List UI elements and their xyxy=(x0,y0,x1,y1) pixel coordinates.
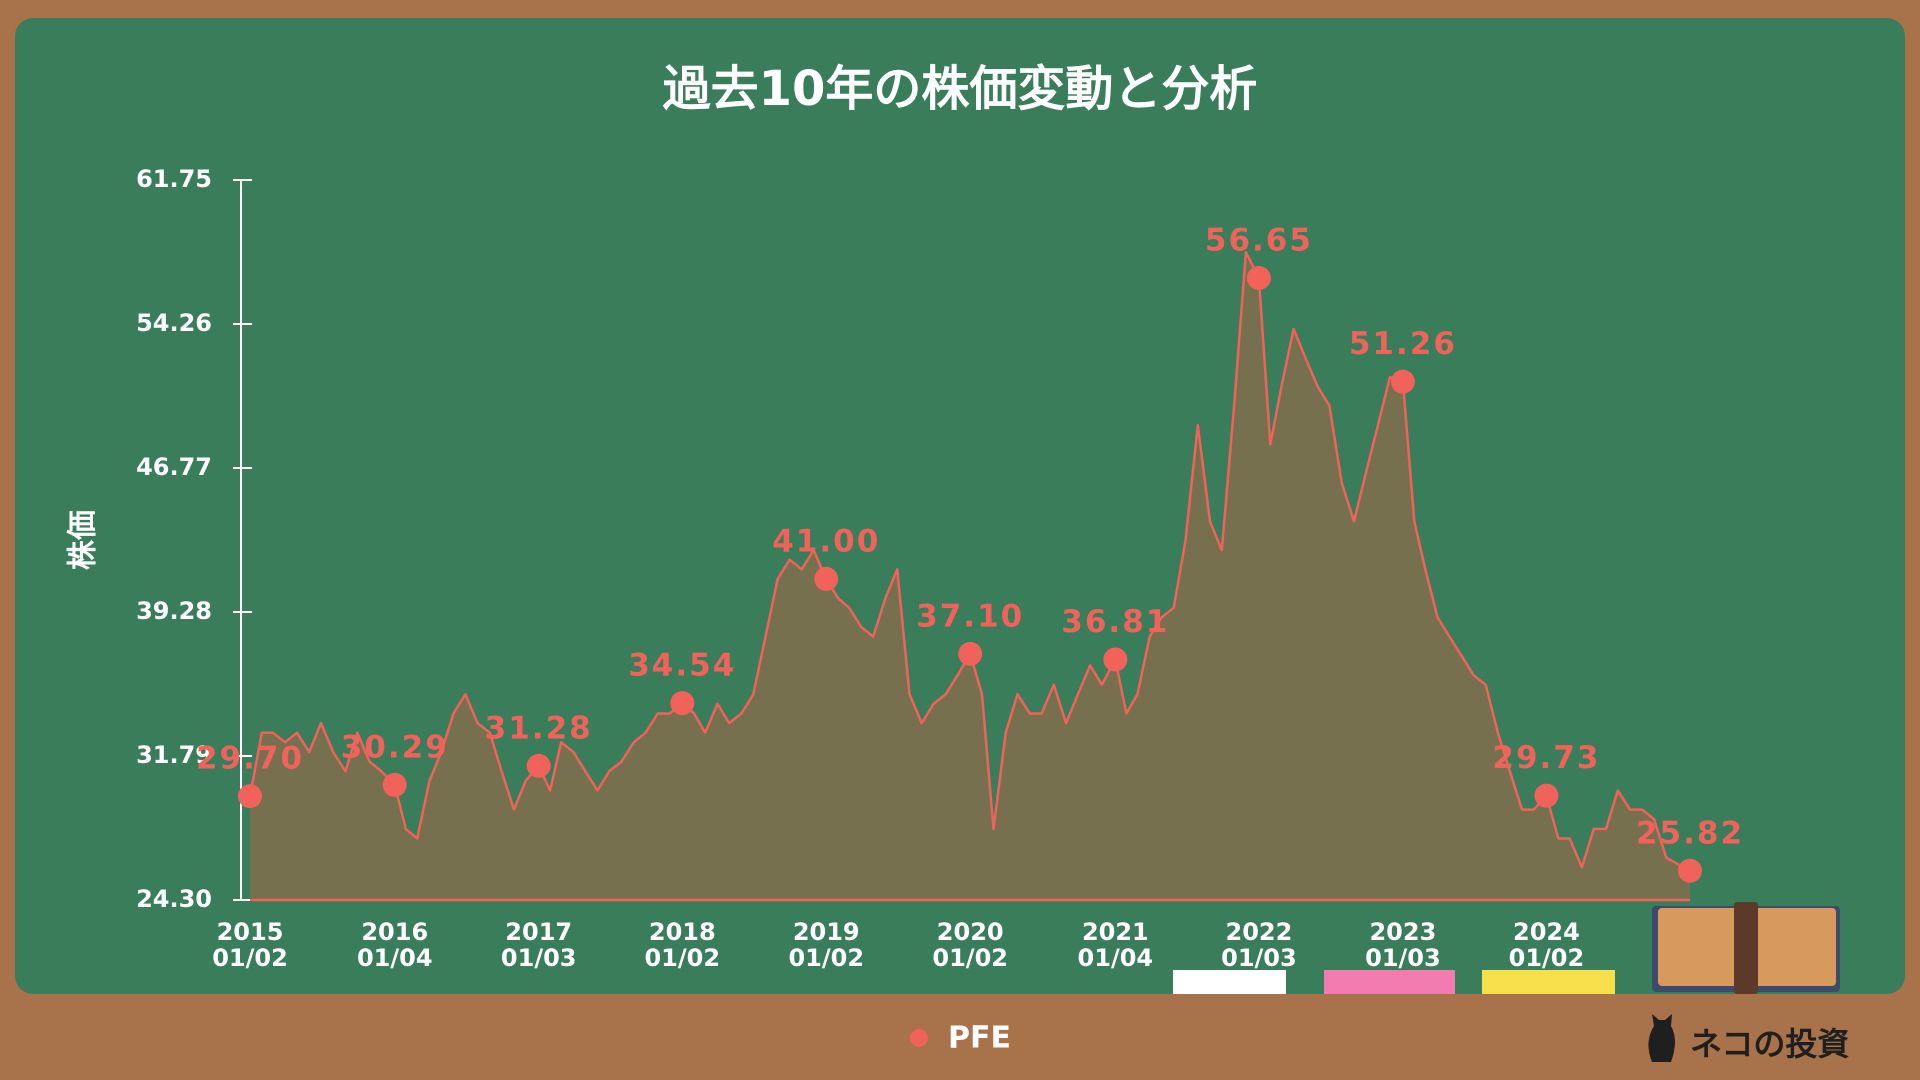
highlight-point xyxy=(1678,858,1702,883)
data-label: 56.65 xyxy=(1205,223,1313,259)
data-label: 29.73 xyxy=(1492,740,1600,776)
highlight-point xyxy=(1246,266,1271,291)
highlight-point xyxy=(670,691,695,716)
chalk-white xyxy=(1173,970,1286,994)
x-tick-label: 2024 01/02 xyxy=(1509,918,1585,972)
x-tick-label: 2019 01/02 xyxy=(788,918,864,972)
brand-logo: ネコの投資 xyxy=(1648,1014,1849,1063)
x-tick-label: 2023 01/03 xyxy=(1365,918,1441,972)
brand-name: ネコの投資 xyxy=(1690,1025,1849,1063)
y-axis-label: 株価 xyxy=(66,510,101,570)
x-tick-label: 2021 01/04 xyxy=(1078,918,1154,972)
data-label: 36.81 xyxy=(1061,604,1169,640)
eraser-band xyxy=(1734,902,1758,994)
data-label: 51.26 xyxy=(1349,326,1457,362)
highlight-point xyxy=(382,772,407,797)
highlight-point xyxy=(1103,647,1128,672)
highlight-point xyxy=(526,753,551,778)
x-tick-label: 2018 01/02 xyxy=(644,918,720,972)
chalk-pink xyxy=(1324,970,1455,994)
x-tick-label: 2016 01/04 xyxy=(357,918,433,972)
highlight-point xyxy=(958,641,983,666)
y-tick-label: 61.75 xyxy=(136,165,212,193)
highlight-point xyxy=(814,566,839,591)
x-tick-label: 2015 01/02 xyxy=(212,918,288,972)
data-label: 29.70 xyxy=(196,741,304,777)
data-label: 37.10 xyxy=(916,598,1024,634)
data-label: 41.00 xyxy=(772,523,880,559)
y-tick-label: 54.26 xyxy=(136,309,212,337)
x-tick-label: 2022 01/03 xyxy=(1221,918,1297,972)
legend-label: PFE xyxy=(948,1021,1011,1056)
x-tick-label: 2017 01/03 xyxy=(501,918,577,972)
y-tick-label: 31.79 xyxy=(136,741,212,769)
data-label: 30.29 xyxy=(341,729,449,765)
chalk-yellow xyxy=(1482,970,1615,994)
data-label: 31.28 xyxy=(485,710,593,746)
y-tick-label: 46.77 xyxy=(136,453,212,481)
cat-icon xyxy=(1648,1014,1675,1062)
y-tick-label: 39.28 xyxy=(136,597,212,625)
data-label: 25.82 xyxy=(1636,815,1744,851)
highlight-point xyxy=(238,784,262,809)
y-tick-label: 24.30 xyxy=(136,885,212,913)
chart-title: 過去10年の株価変動と分析 xyxy=(663,61,1258,117)
highlight-point xyxy=(1390,369,1415,394)
plot-area: 24.30 31.79 39.28 46.77 54.26 61.75 2015 01/02 2… xyxy=(136,165,1744,972)
x-tick-label: 2020 01/02 xyxy=(932,918,1008,972)
highlight-point xyxy=(1534,783,1559,808)
legend-marker xyxy=(910,1029,928,1047)
line xyxy=(248,250,1691,872)
data-label: 34.54 xyxy=(628,648,736,684)
